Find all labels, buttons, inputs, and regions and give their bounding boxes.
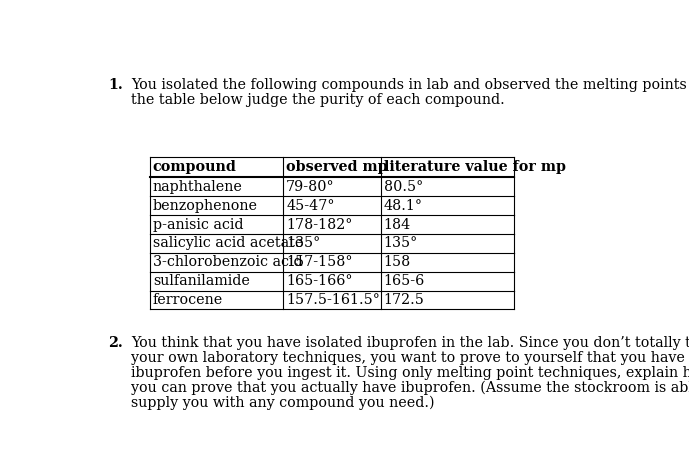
Text: You isolated the following compounds in lab and observed the melting points in: You isolated the following compounds in …: [131, 78, 689, 92]
Text: 158: 158: [384, 255, 411, 269]
Text: ibuprofen before you ingest it. Using only melting point techniques, explain how: ibuprofen before you ingest it. Using on…: [131, 366, 689, 379]
Text: 135°: 135°: [286, 236, 320, 250]
Text: 2.: 2.: [107, 336, 123, 349]
Text: benzophenone: benzophenone: [153, 199, 258, 213]
Text: 178-182°: 178-182°: [286, 218, 353, 231]
Text: naphthalene: naphthalene: [153, 180, 243, 194]
Text: 135°: 135°: [384, 236, 418, 250]
Text: 157-158°: 157-158°: [286, 255, 353, 269]
Text: You think that you have isolated ibuprofen in the lab. Since you don’t totally t: You think that you have isolated ibuprof…: [131, 336, 689, 349]
Text: p-anisic acid: p-anisic acid: [153, 218, 243, 231]
Text: supply you with any compound you need.): supply you with any compound you need.): [131, 396, 435, 410]
Text: sulfanilamide: sulfanilamide: [153, 274, 249, 288]
Text: 165-6: 165-6: [384, 274, 425, 288]
Text: your own laboratory techniques, you want to prove to yourself that you have: your own laboratory techniques, you want…: [131, 351, 685, 365]
Text: 157.5-161.5°: 157.5-161.5°: [286, 293, 380, 307]
Text: 184: 184: [384, 218, 411, 231]
Text: literature value for mp: literature value for mp: [384, 160, 566, 174]
Text: you can prove that you actually have ibuprofen. (Assume the stockroom is able to: you can prove that you actually have ibu…: [131, 381, 689, 395]
Text: 172.5: 172.5: [384, 293, 424, 307]
Text: the table below judge the purity of each compound.: the table below judge the purity of each…: [131, 94, 505, 107]
Text: 48.1°: 48.1°: [384, 199, 423, 213]
Text: 1.: 1.: [107, 78, 123, 92]
Text: salicylic acid acetate: salicylic acid acetate: [153, 236, 303, 250]
Text: compound: compound: [153, 160, 236, 174]
Text: 165-166°: 165-166°: [286, 274, 353, 288]
Text: 45-47°: 45-47°: [286, 199, 335, 213]
Text: 79-80°: 79-80°: [286, 180, 335, 194]
Text: 80.5°: 80.5°: [384, 180, 423, 194]
Text: 3-chlorobenzoic acid: 3-chlorobenzoic acid: [153, 255, 302, 269]
Text: observed mp: observed mp: [286, 160, 388, 174]
Text: ferrocene: ferrocene: [153, 293, 223, 307]
